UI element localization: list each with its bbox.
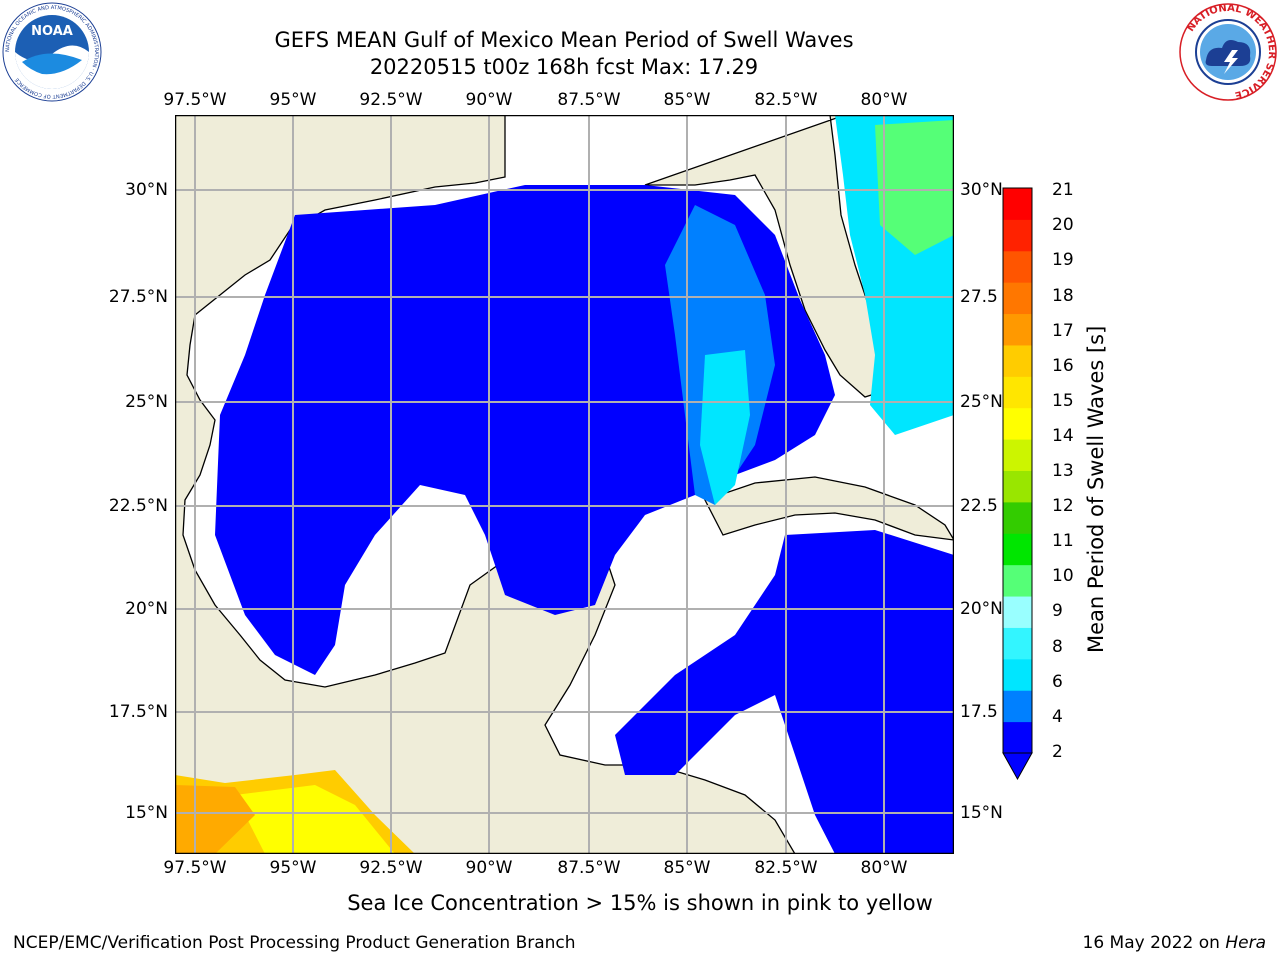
nws-logo: NATIONAL WEATHER SERVICE [1179, 3, 1277, 101]
lon-label: 90°W [465, 858, 513, 878]
lon-label: 82.5°W [754, 90, 818, 110]
colorbar-tick-label: 17 [1052, 321, 1074, 341]
footer-date: 16 May 2022 on [1082, 933, 1226, 953]
land-mainland [175, 115, 796, 854]
swell-field-east-green [875, 120, 954, 255]
colorbar-segment [1003, 313, 1032, 346]
colorbar-tick-label: 4 [1052, 707, 1063, 727]
colorbar-segment [1003, 501, 1032, 534]
colorbar-segment [1003, 250, 1032, 283]
colorbar-segment [1003, 470, 1032, 503]
colorbar-segment [1003, 721, 1032, 754]
swell-field-pacific-yellow [235, 785, 395, 854]
colorbar-segment [1003, 282, 1032, 315]
colorbar-segment [1003, 564, 1032, 597]
colorbar-label: Mean Period of Swell Waves [s] [1084, 325, 1108, 653]
lat-label: 22.5°N [108, 496, 168, 516]
colorbar-tick-label: 16 [1052, 356, 1074, 376]
lat-label: 17.5 [960, 702, 998, 722]
footer-timestamp: 16 May 2022 on Hera [1083, 933, 1267, 953]
colorbar-tick-label: 14 [1052, 426, 1074, 446]
lon-label: 85°W [663, 90, 711, 110]
map-panel [175, 115, 954, 854]
lon-label: 80°W [860, 858, 908, 878]
lon-label: 97.5°W [163, 90, 227, 110]
colorbar-extend-triangle [1002, 752, 1033, 781]
colorbar [1002, 187, 1033, 781]
noaa-logo-text: NOAA [31, 24, 73, 39]
lon-label: 90°W [465, 90, 513, 110]
top-longitude-labels: 97.5°W 95°W 92.5°W 90°W 87.5°W 85°W 82.5… [0, 90, 1280, 112]
sea-ice-note: Sea Ice Concentration > 15% is shown in … [347, 891, 933, 915]
colorbar-tick-label: 10 [1052, 566, 1074, 586]
lat-label: 25°N [125, 392, 168, 412]
map-frame [175, 115, 954, 854]
lon-label: 97.5°W [163, 858, 227, 878]
lat-label: 30°N [125, 180, 168, 200]
colorbar-segment [1003, 188, 1032, 220]
colorbar-tick-label: 20 [1052, 215, 1074, 235]
colorbar-tick-label: 21 [1052, 180, 1074, 200]
colorbar-segment [1003, 627, 1032, 660]
graticule [175, 115, 954, 854]
colorbar-tick-label: 2 [1052, 742, 1063, 762]
colorbar-segment [1003, 533, 1032, 566]
land-cuba [704, 476, 954, 541]
lon-label: 80°W [860, 90, 908, 110]
footer-credit: NCEP/EMC/Verification Post Processing Pr… [13, 933, 576, 953]
lat-label: 15°N [125, 803, 168, 823]
colorbar-tick-label: 15 [1052, 391, 1074, 411]
colorbar-tick-label: 12 [1052, 496, 1074, 516]
swell-field-center-cyan [700, 350, 750, 505]
swell-field-caribbean [615, 530, 954, 854]
lat-label: 30°N [960, 180, 1003, 200]
chart-title: GEFS MEAN Gulf of Mexico Mean Period of … [274, 28, 854, 52]
colorbar-tick-label: 19 [1052, 250, 1074, 270]
lon-label: 95°W [269, 90, 317, 110]
noaa-logo: NATIONAL OCEANIC AND ATMOSPHERIC ADMINIS… [2, 2, 102, 102]
colorbar-segment [1003, 407, 1032, 440]
chart-subtitle: 20220515 t00z 168h fcst Max: 17.29 [369, 55, 759, 79]
colorbar-tick-label: 13 [1052, 461, 1074, 481]
lat-label: 25°N [960, 392, 1003, 412]
lon-label: 87.5°W [557, 90, 621, 110]
lat-label: 20°N [960, 599, 1003, 619]
colorbar-tick-label: 11 [1052, 531, 1074, 551]
lon-label: 85°W [663, 858, 711, 878]
lat-label: 17.5°N [108, 702, 168, 722]
colorbar-segment [1003, 376, 1032, 409]
lon-label: 92.5°W [359, 90, 423, 110]
lat-label: 27.5 [960, 287, 998, 307]
colorbar-segment [1003, 658, 1032, 691]
lon-label: 92.5°W [359, 858, 423, 878]
colorbar-tick-label: 6 [1052, 672, 1063, 692]
colorbar-segments [1003, 188, 1032, 754]
colorbar-segment [1003, 596, 1032, 628]
colorbar-tick-label: 18 [1052, 286, 1074, 306]
colorbar-segment [1003, 219, 1032, 252]
colorbar-tick-label: 8 [1052, 637, 1063, 657]
colorbar-segment [1003, 690, 1032, 723]
lat-label: 20°N [125, 599, 168, 619]
lat-label: 22.5 [960, 496, 998, 516]
lon-label: 95°W [269, 858, 317, 878]
colorbar-tick-label: 9 [1052, 601, 1063, 621]
lat-label: 27.5°N [108, 287, 168, 307]
lon-label: 87.5°W [557, 858, 621, 878]
lon-label: 82.5°W [754, 858, 818, 878]
left-latitude-labels: 30°N 27.5°N 25°N 22.5°N 20°N 17.5°N 15°N [78, 0, 170, 960]
bottom-longitude-labels: 97.5°W 95°W 92.5°W 90°W 87.5°W 85°W 82.5… [0, 858, 1280, 880]
right-latitude-labels: 30°N 27.5 25°N 22.5 20°N 17.5 15°N [958, 0, 1018, 960]
lat-label: 15°N [960, 803, 1003, 823]
colorbar-segment [1003, 344, 1032, 377]
colorbar-ticks: 21 20 19 18 17 16 15 14 13 12 11 10 9 8 … [1040, 0, 1100, 960]
colorbar-segment [1003, 439, 1032, 471]
footer-host: Hera [1225, 933, 1266, 953]
